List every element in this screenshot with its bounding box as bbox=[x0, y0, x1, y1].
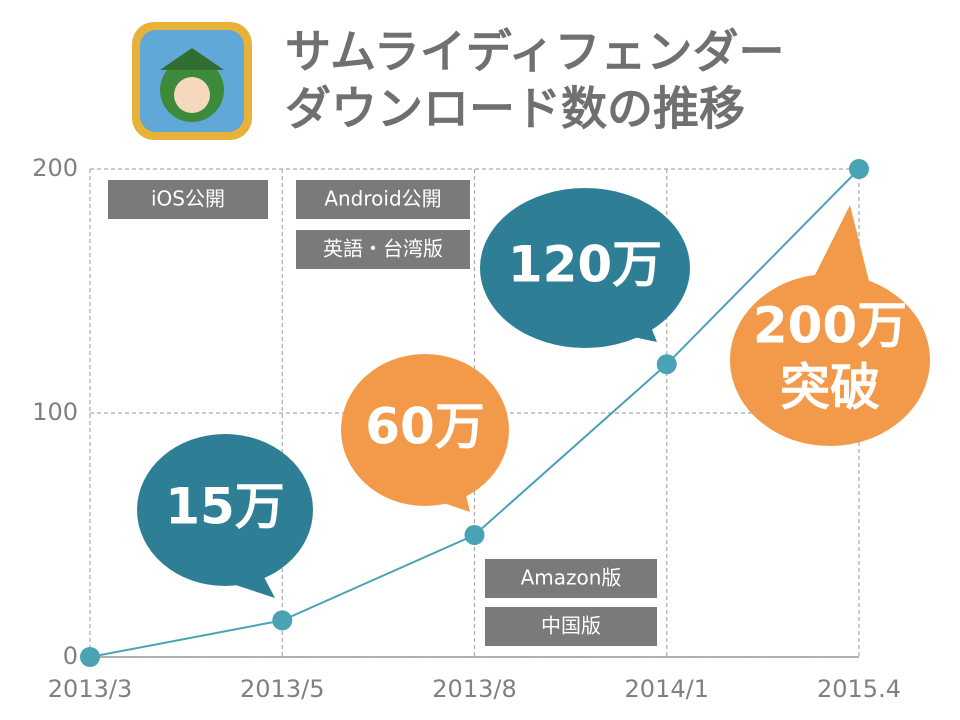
event-label: iOS公開 bbox=[151, 187, 225, 211]
bubble-label: 15万 bbox=[165, 478, 285, 536]
bubble-label: 突破 bbox=[780, 359, 880, 417]
bubble bbox=[137, 434, 313, 586]
bubble bbox=[480, 188, 690, 348]
y-tick-label: 200 bbox=[32, 154, 78, 182]
event-box bbox=[108, 180, 268, 219]
x-tick-label: 2013/8 bbox=[432, 675, 516, 703]
event-box bbox=[296, 180, 470, 219]
event-box bbox=[485, 559, 657, 598]
event-label: 英語・台湾版 bbox=[323, 237, 443, 261]
x-tick-label: 2013/3 bbox=[48, 675, 132, 703]
point bbox=[464, 525, 485, 545]
event-box bbox=[485, 607, 657, 646]
bubble bbox=[341, 354, 509, 506]
event-label: Amazon版 bbox=[521, 566, 622, 590]
bubble-label: 120万 bbox=[508, 236, 662, 294]
point bbox=[80, 647, 100, 667]
event-label: Android公開 bbox=[324, 187, 441, 211]
y-tick-label: 100 bbox=[32, 398, 78, 426]
point bbox=[656, 354, 677, 375]
x-tick-label: 2014/1 bbox=[625, 675, 709, 703]
app-icon bbox=[132, 22, 252, 140]
event-label: 中国版 bbox=[541, 614, 601, 638]
point bbox=[272, 610, 293, 631]
x-tick-label: 2013/5 bbox=[240, 675, 324, 703]
point bbox=[849, 159, 869, 179]
bubble-tail bbox=[810, 205, 870, 285]
bubble-label: 200万 bbox=[753, 297, 907, 355]
y-tick-label: 0 bbox=[63, 642, 78, 670]
bubble-label: 60万 bbox=[365, 398, 485, 456]
bubble bbox=[730, 274, 930, 446]
x-tick-label: 2015.4 bbox=[817, 675, 901, 703]
title-line: ダウンロード数の推移 bbox=[285, 82, 745, 136]
title-line: サムライディフェンダー bbox=[285, 25, 785, 79]
event-box bbox=[296, 230, 470, 269]
